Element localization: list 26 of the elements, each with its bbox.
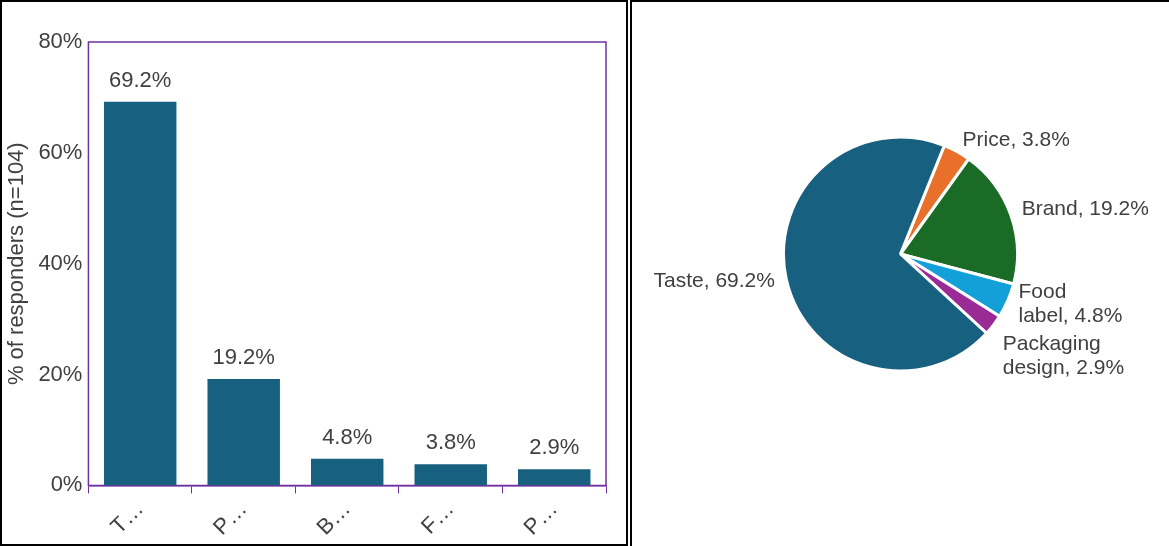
y-tick-label: 20% — [38, 360, 83, 386]
bar — [310, 458, 384, 486]
x-tick-label: T… — [105, 495, 149, 539]
data-label: 3.8% — [425, 429, 476, 455]
bar — [103, 101, 177, 486]
data-label: 69.2% — [108, 66, 172, 92]
slice-label: Price, 3.8% — [962, 126, 1070, 150]
bar — [518, 469, 591, 486]
slice-label: Taste, 69.2% — [653, 267, 775, 291]
y-tick-label: 80% — [38, 28, 83, 54]
y-tick-label: 60% — [38, 138, 83, 164]
slice-label: Brand, 19.2% — [1021, 195, 1149, 219]
x-tick-label: P… — [518, 495, 563, 540]
x-tick-label: F… — [415, 495, 459, 539]
bar — [207, 378, 280, 486]
y-tick-label: 40% — [38, 249, 83, 275]
y-axis-title: % of responders (n=104) — [3, 142, 29, 386]
x-tick-label: B… — [311, 495, 356, 540]
slice-label: Food label, 4.8% — [1018, 278, 1123, 326]
data-label: 4.8% — [322, 423, 373, 449]
y-tick-label: 0% — [50, 471, 83, 497]
x-tick-label: P… — [207, 495, 252, 540]
bar — [414, 464, 487, 486]
slice-label: Packaging design, 2.9% — [1002, 330, 1125, 378]
data-label: 19.2% — [212, 344, 275, 370]
data-label: 2.9% — [529, 434, 580, 460]
